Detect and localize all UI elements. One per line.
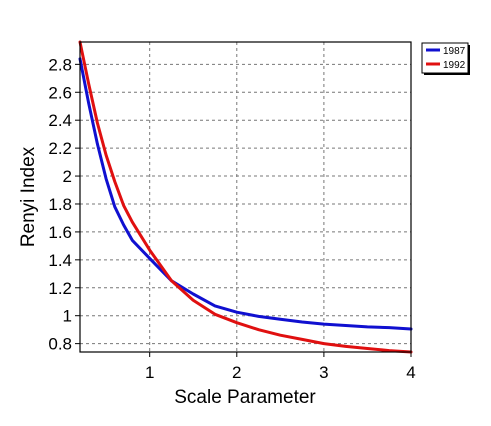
x-axis-title: Scale Parameter (174, 387, 316, 408)
series-line-1992 (78, 40, 413, 354)
y-tick-label: 1 (63, 307, 72, 326)
y-tick-label: 2.6 (48, 83, 72, 102)
legend-box (421, 42, 469, 74)
y-tick-label: 2 (63, 167, 72, 186)
y-tick-label: 2.8 (48, 55, 72, 74)
y-axis-title: Renyi Index (18, 146, 39, 247)
y-axis-ticks: 0.8 1 1.2 1.4 1.6 1.8 2 2.2 2.4 2.6 2.8 (48, 55, 80, 354)
x-tick-label: 3 (319, 363, 328, 382)
y-tick-label: 1.4 (48, 251, 72, 270)
x-tick-label: 2 (232, 363, 241, 382)
legend-label: 1987 (443, 46, 466, 57)
grid-lines (80, 42, 411, 352)
x-tick-label: 1 (145, 363, 154, 382)
plot-frame (79, 41, 412, 353)
y-tick-label: 1.6 (48, 223, 72, 242)
series-line-1987 (78, 57, 413, 331)
x-axis-ticks: 1 2 3 4 (145, 352, 416, 382)
y-tick-label: 0.8 (48, 335, 72, 354)
y-tick-label: 2.2 (48, 139, 72, 158)
legend: 1987 1992 (421, 42, 470, 75)
y-tick-label: 2.4 (48, 111, 72, 130)
legend-label: 1992 (443, 60, 466, 71)
series-lines (78, 40, 413, 354)
x-tick-label: 4 (406, 363, 415, 382)
y-tick-label: 1.8 (48, 195, 72, 214)
y-tick-label: 1.2 (48, 279, 72, 298)
